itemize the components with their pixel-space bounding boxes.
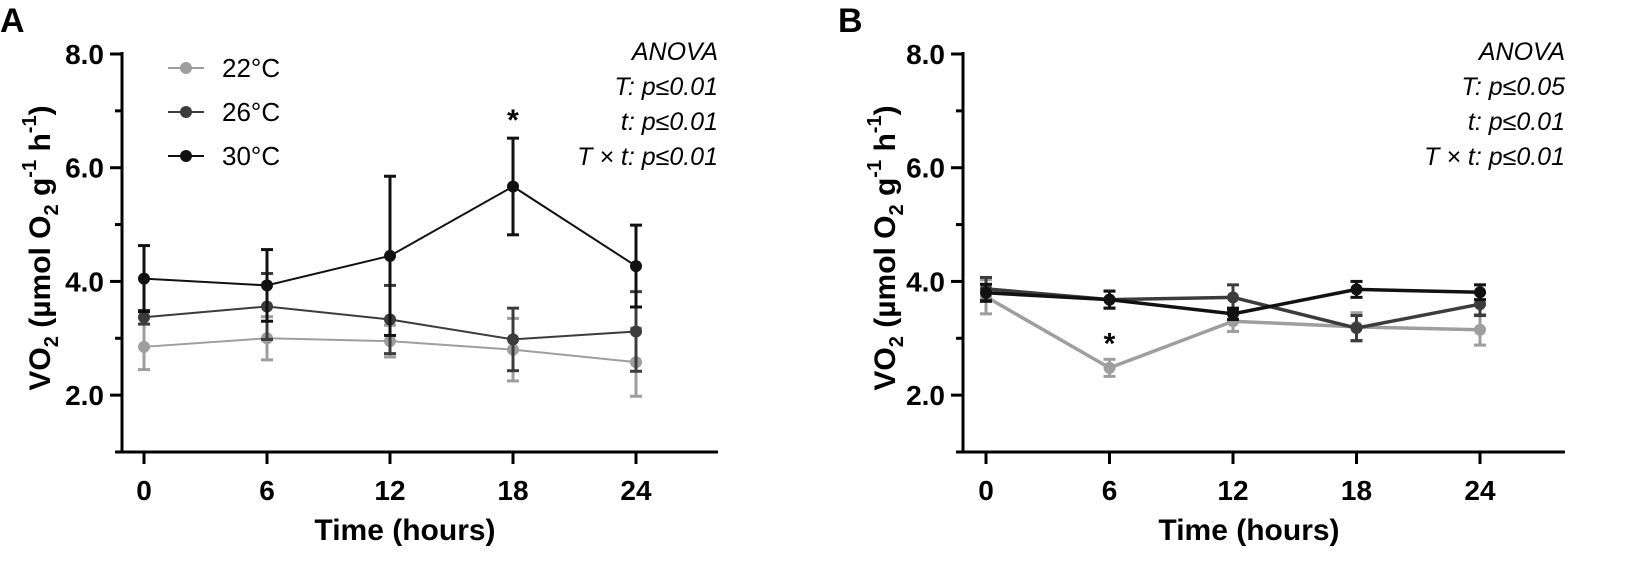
- data-point: [507, 180, 519, 193]
- y-axis-title-part: 2: [41, 204, 63, 215]
- y-axis-title-part: VO: [24, 347, 57, 390]
- y-tick-label: 4.0: [65, 266, 104, 297]
- data-point: [1227, 307, 1239, 320]
- y-tick-label: 2.0: [906, 380, 945, 411]
- x-tick-label: 0: [978, 475, 994, 506]
- anova-annotation: t: p≤0.01: [1468, 108, 1565, 136]
- panel-label: A: [0, 2, 25, 40]
- x-tick-label: 24: [620, 475, 652, 506]
- y-axis-title-part: -1: [864, 160, 886, 178]
- x-tick-label: 0: [136, 475, 152, 506]
- y-tick-label: 8.0: [65, 39, 104, 70]
- anova-annotation: ANOVA: [1477, 38, 1565, 66]
- data-point: [384, 249, 396, 262]
- legend-label: 30°C: [222, 141, 280, 171]
- y-tick-label: 2.0: [65, 380, 104, 411]
- data-point: [630, 260, 642, 273]
- legend-marker: [180, 150, 192, 162]
- data-point: [1474, 298, 1486, 311]
- y-axis-title: VO2 (µmol O2 g-1 h-1): [19, 105, 63, 390]
- anova-annotation: T: p≤0.05: [1461, 73, 1565, 101]
- legend-marker: [180, 106, 192, 118]
- anova-annotation: T: p≤0.01: [614, 73, 718, 101]
- data-point: [1474, 286, 1486, 299]
- x-tick-label: 24: [1464, 475, 1496, 506]
- x-tick-label: 12: [1217, 475, 1248, 506]
- y-axis-title-part: h: [869, 133, 902, 160]
- y-axis-title-part: 2: [41, 336, 63, 347]
- y-axis-title-part: -1: [864, 115, 886, 133]
- data-point: [138, 311, 150, 324]
- data-point: [630, 325, 642, 338]
- anova-annotation: T × t: p≤0.01: [1424, 143, 1565, 171]
- y-axis-title-part: g: [24, 178, 57, 205]
- legend-label: 26°C: [222, 97, 280, 127]
- data-point: [1103, 361, 1116, 374]
- y-tick-label: 4.0: [906, 266, 945, 297]
- y-axis-title-part: (µmol O: [869, 215, 902, 336]
- legend-marker: [180, 62, 192, 74]
- y-tick-label: 6.0: [906, 153, 945, 184]
- x-tick-label: 12: [374, 475, 405, 506]
- anova-annotation: t: p≤0.01: [621, 108, 718, 136]
- data-point: [1103, 293, 1116, 306]
- significance-marker: *: [1104, 327, 1116, 360]
- data-point: [1350, 283, 1363, 296]
- y-axis-title-part: g: [869, 178, 902, 205]
- data-point: [138, 340, 150, 353]
- x-tick-label: 6: [259, 475, 275, 506]
- data-point: [507, 333, 519, 346]
- y-axis-title-part: (µmol O: [24, 215, 57, 336]
- y-axis-title-part: -1: [19, 115, 41, 133]
- y-tick-label: 6.0: [65, 153, 104, 184]
- y-axis-title-part: VO: [869, 347, 902, 390]
- x-axis-title: Time (hours): [314, 514, 495, 547]
- y-axis-title-part: 2: [886, 204, 908, 215]
- panel-label: B: [838, 2, 863, 40]
- y-axis-title-part: -1: [19, 160, 41, 178]
- y-axis-title-part: ): [869, 105, 902, 115]
- y-axis-title-part: 2: [886, 336, 908, 347]
- data-point: [1474, 323, 1486, 336]
- y-axis-title-part: h: [24, 133, 57, 160]
- data-point: [261, 279, 273, 292]
- data-point: [980, 286, 992, 299]
- series-30c: [980, 279, 1486, 322]
- legend-label: 22°C: [222, 53, 280, 83]
- x-axis-title: Time (hours): [1158, 514, 1339, 547]
- significance-marker: *: [507, 104, 519, 137]
- data-point: [1227, 291, 1239, 304]
- data-point: [138, 272, 150, 285]
- x-tick-label: 18: [497, 475, 528, 506]
- y-axis-title-part: ): [24, 105, 57, 115]
- x-tick-label: 18: [1341, 475, 1372, 506]
- y-axis-title: VO2 (µmol O2 g-1 h-1): [864, 105, 908, 390]
- series-30c: [138, 136, 642, 337]
- data-point: [1350, 322, 1363, 335]
- x-tick-label: 6: [1102, 475, 1118, 506]
- legend: 22°C 26°C 30°C: [168, 53, 280, 171]
- anova-annotation: ANOVA: [630, 38, 718, 66]
- anova-annotation: T × t: p≤0.01: [577, 143, 718, 171]
- y-tick-label: 8.0: [906, 39, 945, 70]
